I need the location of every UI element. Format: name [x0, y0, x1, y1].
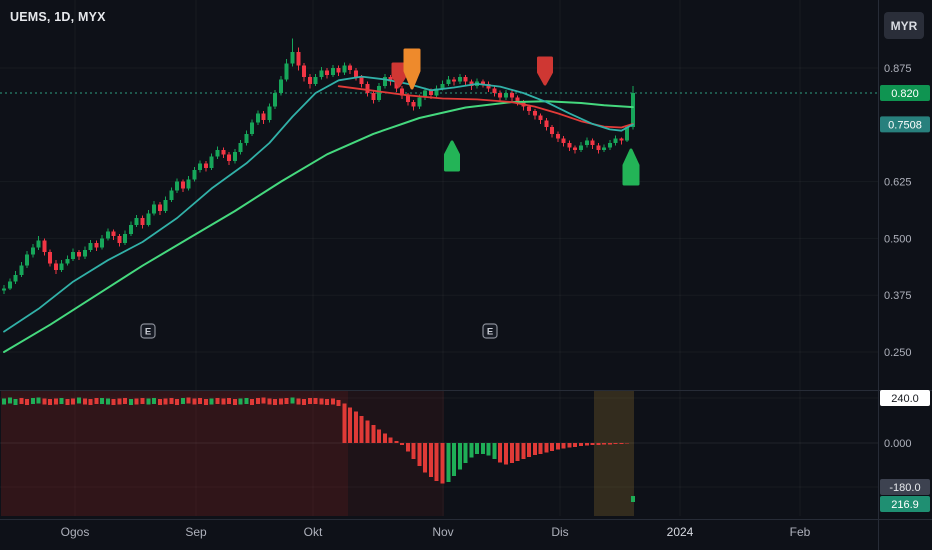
sell-marker-2: [403, 48, 421, 90]
svg-text:216.9: 216.9: [891, 499, 919, 511]
hist-lower-badge: -180.0: [880, 479, 930, 495]
ma-slow-line: [3, 100, 634, 353]
price-tick-label: 0.875: [884, 63, 912, 75]
ma-fast-line: [3, 75, 634, 333]
ma-mid-line: [337, 85, 634, 129]
time-tick-label: Feb: [790, 525, 811, 539]
histogram-series[interactable]: [2, 397, 635, 502]
time-tick-label: Dis: [551, 525, 568, 539]
hist-upper-badge: 240.0: [880, 390, 930, 406]
svg-text:240.0: 240.0: [891, 393, 919, 405]
price-tick-label: 0.500: [884, 233, 912, 245]
time-axis[interactable]: Ogos Sep Okt Nov Dis 2024 Feb: [61, 525, 811, 539]
sell-marker-3: [537, 56, 553, 86]
price-tick-label: 0.250: [884, 347, 912, 359]
time-tick-label: Okt: [304, 525, 323, 539]
grid: [0, 0, 878, 516]
hist-zero-label: 0.000: [884, 438, 912, 450]
time-tick-label: Ogos: [61, 525, 90, 539]
earnings-icon: [140, 323, 156, 339]
svg-text:0.7508: 0.7508: [888, 119, 922, 131]
time-tick-label: 2024: [667, 525, 694, 539]
currency-button[interactable]: MYR: [884, 12, 924, 39]
svg-text:E: E: [487, 327, 493, 338]
last-price-badge: 0.820: [880, 85, 930, 101]
svg-text:0.820: 0.820: [891, 88, 919, 100]
histogram-shading: [1, 391, 634, 516]
ma-value-badge: 0.7508: [880, 116, 930, 133]
earnings-icon: [482, 323, 498, 339]
buy-marker-1: [444, 140, 460, 172]
svg-text:-180.0: -180.0: [889, 482, 920, 494]
price-tick-label: 0.625: [884, 177, 912, 189]
hist-last-badge: 216.9: [880, 496, 930, 512]
time-tick-label: Nov: [432, 525, 453, 539]
price-axis[interactable]: 0.875 0.625 0.500 0.375 0.250 0.820 0.7508 240.…: [880, 63, 930, 512]
buy-marker-2: [622, 148, 640, 186]
trade-markers: [391, 48, 640, 186]
time-tick-label: Sep: [185, 525, 207, 539]
svg-text:E: E: [145, 327, 151, 338]
sell-marker-1: [391, 62, 407, 88]
price-tick-label: 0.375: [884, 290, 912, 302]
symbol-legend[interactable]: UEMS, 1D, MYX: [10, 10, 106, 24]
